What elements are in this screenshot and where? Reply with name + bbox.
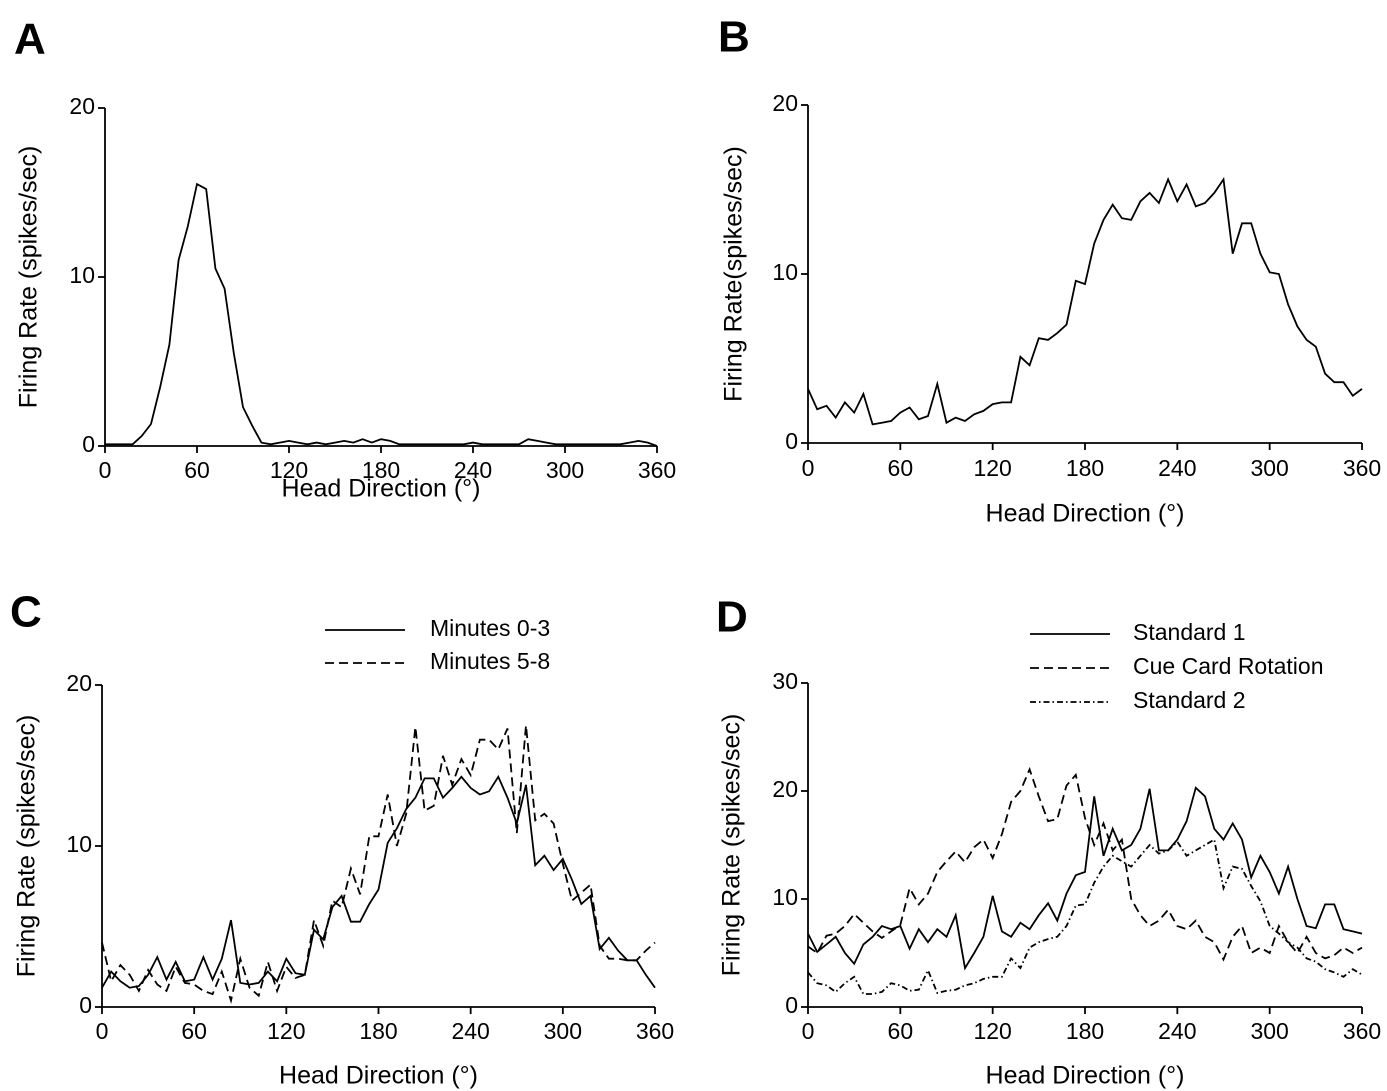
panel: C 0 10 20 0 60 120 180 240 300 360 Firing Rate (spi… <box>10 588 674 1090</box>
y-axis-label: Firing Rate(spikes/sec) <box>720 146 748 402</box>
x-tick-label: 240 <box>451 1018 489 1044</box>
x-axis-label: Head Direction (°) <box>986 500 1185 528</box>
panel: B 0 10 20 0 60 120 180 240 300 360 Firing Rate(spik… <box>718 13 1381 528</box>
x-tick-label: 60 <box>888 1018 914 1044</box>
panel-title: A <box>14 15 46 64</box>
x-tick-label: 60 <box>888 455 914 481</box>
x-tick-label: 240 <box>1158 455 1196 481</box>
y-axis-label: Firing Rate (spikes/sec) <box>15 146 43 409</box>
y-tick-label: 20 <box>772 776 798 802</box>
y-tick-label: 10 <box>772 259 798 285</box>
x-tick-label: 120 <box>267 1018 305 1044</box>
x-tick-label: 180 <box>362 457 400 483</box>
y-tick-label: 0 <box>79 992 92 1018</box>
x-tick-label: 300 <box>544 1018 582 1044</box>
data-line <box>807 766 1363 962</box>
y-tick-label: 20 <box>772 90 798 116</box>
x-tick-label: 60 <box>184 457 210 483</box>
y-tick-label: 30 <box>772 668 798 694</box>
x-tick-label: 0 <box>802 455 815 481</box>
y-tick-label: 10 <box>772 884 798 910</box>
data-line <box>807 786 1363 971</box>
y-tick-label: 0 <box>785 428 798 454</box>
x-axis-label: Head Direction (°) <box>279 1062 478 1090</box>
y-tick-label: 0 <box>82 431 95 457</box>
panel-title: D <box>716 593 748 642</box>
panel-title: B <box>718 13 750 62</box>
x-axis-label: Head Direction (°) <box>986 1062 1185 1090</box>
x-tick-label: 0 <box>96 1018 109 1044</box>
x-tick-label: 180 <box>1066 1018 1104 1044</box>
x-tick-label: 300 <box>1250 1018 1288 1044</box>
x-tick-label: 300 <box>546 457 584 483</box>
legend-label: Cue Card Rotation <box>1133 653 1324 679</box>
x-tick-label: 60 <box>181 1018 207 1044</box>
x-tick-label: 120 <box>973 455 1011 481</box>
panel-title: C <box>10 588 42 637</box>
data-line <box>807 176 1363 426</box>
y-tick-label: 10 <box>66 831 92 857</box>
x-tick-label: 0 <box>99 457 112 483</box>
legend-label: Minutes 0-3 <box>430 615 550 641</box>
y-tick-label: 10 <box>69 262 95 288</box>
legend-label: Minutes 5-8 <box>430 648 550 674</box>
x-tick-label: 240 <box>1158 1018 1196 1044</box>
x-axis-label: Head Direction (°) <box>282 475 481 503</box>
y-axis-label: Firing Rate (spikes/sec) <box>718 714 746 977</box>
y-tick-label: 20 <box>69 93 95 119</box>
y-tick-label: 0 <box>785 992 798 1018</box>
data-line <box>807 838 1363 995</box>
x-tick-label: 180 <box>1066 455 1104 481</box>
x-tick-label: 360 <box>638 457 676 483</box>
x-tick-label: 120 <box>973 1018 1011 1044</box>
legend-label: Standard 1 <box>1133 619 1246 645</box>
y-axis-label: Firing Rate (spikes/sec) <box>13 715 41 978</box>
x-tick-label: 120 <box>270 457 308 483</box>
data-line <box>101 725 656 1005</box>
x-tick-label: 360 <box>1343 1018 1381 1044</box>
x-tick-label: 0 <box>802 1018 815 1044</box>
x-tick-label: 240 <box>454 457 492 483</box>
x-tick-label: 360 <box>636 1018 674 1044</box>
x-tick-label: 360 <box>1343 455 1381 481</box>
x-tick-label: 180 <box>359 1018 397 1044</box>
legend-label: Standard 2 <box>1133 687 1246 713</box>
x-tick-label: 300 <box>1250 455 1288 481</box>
panel: A 0 10 20 0 60 120 180 240 300 360 Firing Rate (spi… <box>14 15 676 503</box>
data-line <box>101 774 656 989</box>
y-tick-label: 20 <box>66 670 92 696</box>
data-line <box>105 182 658 447</box>
